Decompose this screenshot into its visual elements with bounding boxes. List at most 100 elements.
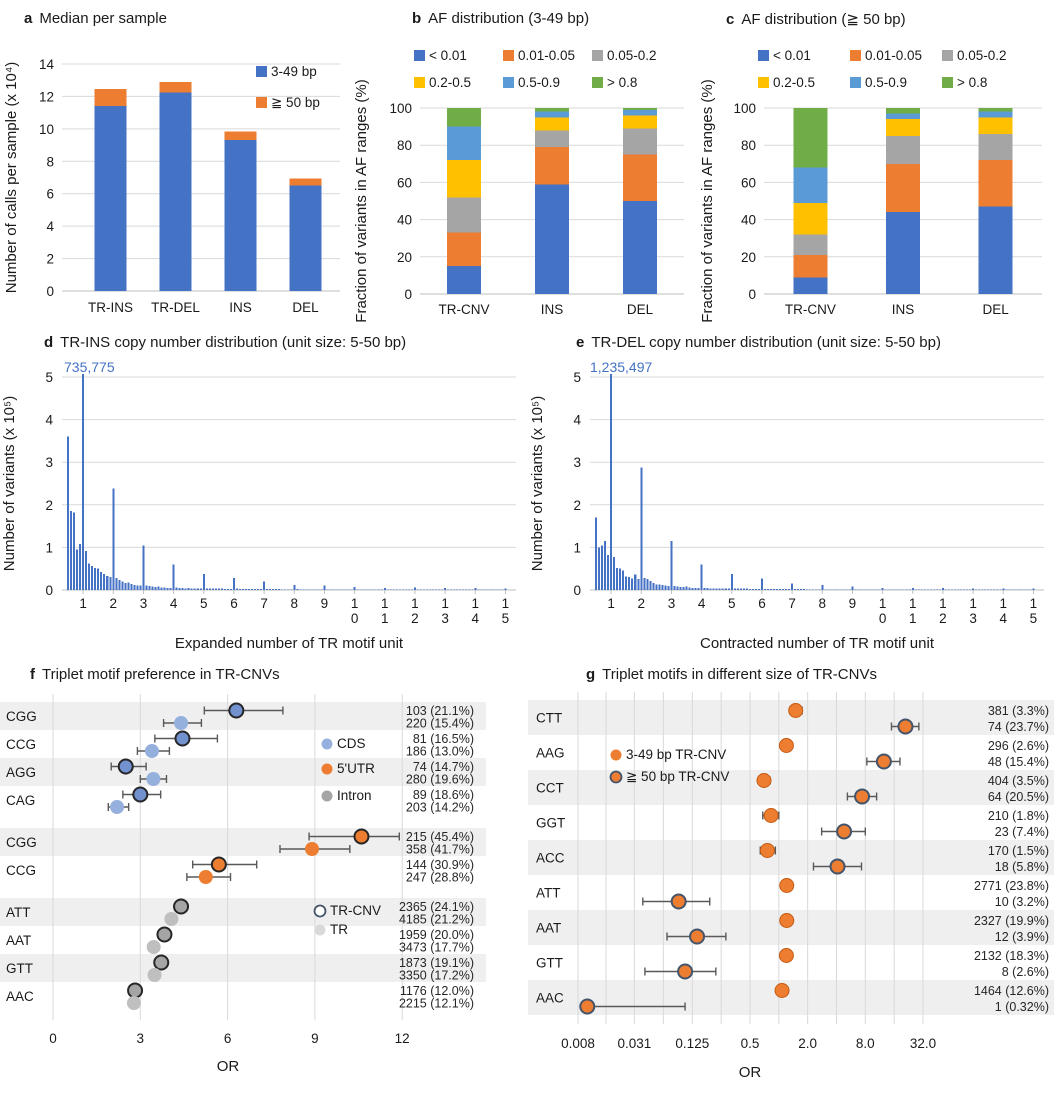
histogram-bar (462, 589, 465, 591)
count-label: 1176 (12.0%) (400, 984, 474, 998)
histogram-bar (803, 589, 806, 590)
histogram-bar (486, 589, 489, 591)
or-point-TR-CNV (174, 730, 191, 747)
histogram-bar (130, 584, 133, 590)
count-label: 2771 (23.8%) (974, 879, 1049, 893)
histogram-bar (742, 588, 745, 590)
y-tick-label: 3 (573, 455, 581, 470)
count-label: 1959 (20.0%) (399, 928, 474, 942)
or-point-3-49 bp (788, 703, 804, 718)
histogram-bar (923, 589, 926, 591)
count-label: 220 (15.4%) (406, 717, 474, 731)
histogram-bar (839, 589, 842, 591)
bar-segment-> 0.8 (623, 108, 657, 110)
or-point-≧50 bp (670, 893, 687, 910)
histogram-bar (851, 586, 854, 590)
x-tick-label: 1 (909, 611, 917, 626)
histogram-bar (878, 589, 881, 591)
count-label: 8 (2.6%) (1002, 965, 1049, 979)
histogram-bar (223, 589, 226, 590)
or-point-≧50 bp (875, 753, 892, 770)
y-tick-label: 0 (573, 583, 581, 598)
histogram-bar (112, 488, 115, 590)
bar-segment-3-49 bp (94, 106, 127, 292)
histogram-bar (67, 436, 70, 590)
bar-segment-0.5-0.9 (447, 126, 481, 161)
histogram-bar (950, 589, 954, 591)
histogram-bar (106, 575, 109, 590)
y-tick-label: 80 (397, 138, 412, 153)
chart-f-triplet-motif-forest: CGG 103 (21.1%)220 (15.4%)CCG 81 (16.5%)18… (0, 694, 486, 1075)
legend-swatch-icon (942, 77, 953, 88)
histogram-bar (395, 589, 398, 591)
motif-label: CGG (6, 835, 37, 850)
bar-segment-0.05-0.2 (447, 197, 481, 233)
histogram-bar (809, 589, 812, 591)
legend-marker-icon (321, 790, 333, 802)
or-point-3-49 bp (756, 773, 772, 788)
motif-label: ACC (536, 851, 565, 866)
count-label: 64 (20.5%) (988, 790, 1049, 804)
bar-segment-3-49 bp (159, 92, 192, 291)
x-tick-label: 1 (411, 596, 419, 611)
or-point-TR (304, 842, 319, 856)
histogram-bar (966, 589, 969, 591)
histogram-bar (730, 573, 733, 590)
x-tick-label: 1 (879, 596, 887, 611)
legend-label: 0.01-0.05 (865, 48, 922, 63)
x-tick-label: 1 (969, 596, 977, 611)
bar-segment-< 0.01 (447, 266, 481, 294)
panel-c-label: c (726, 11, 735, 28)
legend-label: 0.05-0.2 (957, 48, 1007, 63)
histogram-bar (1026, 589, 1029, 591)
x-tick-label: 8 (819, 596, 827, 611)
histogram-bar (220, 588, 223, 590)
x-tick-label: 4 (698, 596, 706, 611)
histogram-bar (604, 541, 607, 590)
y-tick-label: 60 (397, 175, 412, 190)
x-tick-label: 7 (260, 596, 268, 611)
row-band (528, 770, 1054, 805)
histogram-bar (450, 589, 453, 591)
y-tick-label: 0 (748, 287, 756, 302)
count-label: 247 (28.8%) (406, 871, 474, 885)
histogram-bar (429, 589, 432, 591)
row-band (528, 980, 1054, 1015)
histogram-bar (613, 556, 616, 590)
x-tick-label: 3 (668, 596, 676, 611)
or-point-3-49 bp (778, 948, 794, 963)
x-tick-label: 0.125 (675, 1036, 709, 1051)
motif-label: CCG (6, 863, 36, 878)
histogram-bar (776, 589, 779, 590)
legend-marker-icon (321, 738, 333, 750)
histogram-bar (172, 564, 175, 590)
panel-c-heading: c AF distribution (≧ 50 bp) (726, 10, 906, 28)
histogram-bar (646, 578, 649, 590)
histogram-bar (993, 589, 996, 591)
histogram-bar (251, 589, 254, 590)
x-tick-label: 1 (381, 596, 389, 611)
panel-b-title: AF distribution (3-49 bp) (428, 10, 590, 27)
histogram-bar (139, 585, 142, 590)
panel-b-heading: b AF distribution (3-49 bp) (412, 10, 589, 27)
histogram-bar (338, 589, 341, 591)
histogram-bar (100, 572, 103, 590)
bar-segment-< 0.01 (535, 184, 569, 294)
x-tick-label: 1 (1030, 596, 1038, 611)
histogram-bar (214, 588, 217, 590)
bar-segment-< 0.01 (886, 212, 920, 294)
y-tick-label: 1 (45, 540, 53, 555)
y-tick-label: 4 (46, 219, 54, 234)
legend-swatch-icon (942, 50, 953, 61)
x-axis-label: Expanded number of TR motif unit (175, 635, 404, 652)
x-tick-label: 8 (291, 596, 299, 611)
histogram-bar (887, 589, 890, 591)
histogram-bar (625, 576, 628, 590)
histogram-bar (739, 588, 742, 590)
histogram-bar (199, 588, 202, 590)
y-tick-label: 0 (404, 287, 412, 302)
y-tick-label: 6 (46, 187, 54, 202)
bar-segment-0.5-0.9 (535, 111, 569, 118)
legend-swatch-icon (592, 50, 603, 61)
